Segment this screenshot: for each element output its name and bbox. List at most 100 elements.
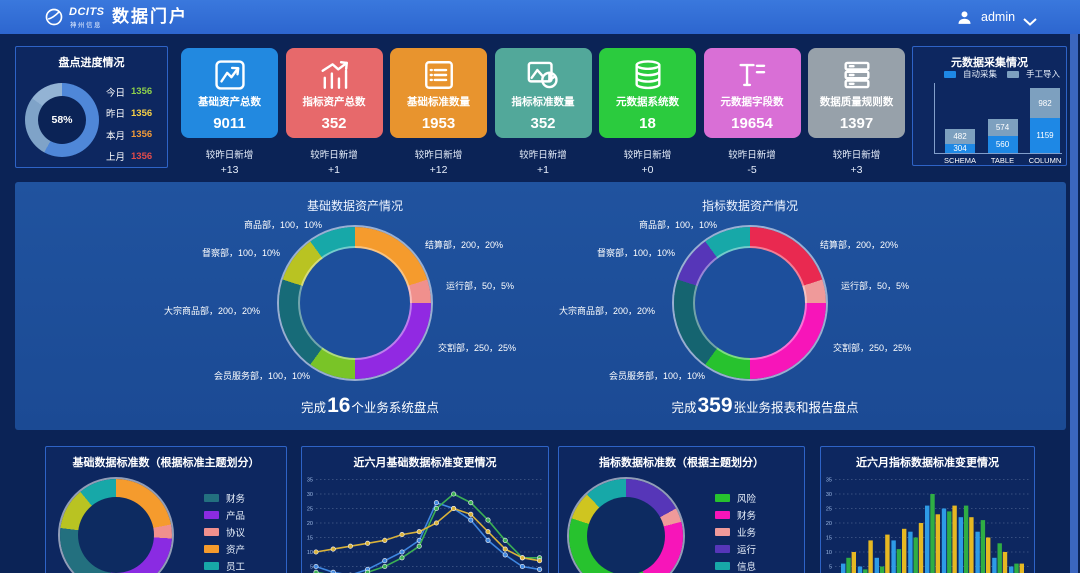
progress-legend-row: 今日 1356 (106, 81, 152, 103)
svg-text:35: 35 (826, 478, 832, 484)
donut-slice-label: 大宗商品部，200，20% (163, 306, 260, 316)
progress-legend-row: 上月 1356 (106, 146, 152, 168)
donut-slice-label: 督察部，100，10% (201, 248, 280, 258)
donut-slice-label: 商品部，100，10% (243, 220, 322, 230)
kpi-card[interactable]: 数据质量规则数 1397 (808, 48, 905, 138)
donut-slice-label: 运行部，50，5% (841, 281, 910, 291)
meta-legend-item[interactable]: 自动采集 (943, 69, 997, 79)
std-indicator-trend-title: 近六月指标数据标准变更情况 (856, 457, 999, 469)
std-base-panel: 基础数据标准数（根据标准主题划分） 财务 产品 协议 资产员工 (45, 446, 287, 573)
user-name: admin (981, 10, 1016, 24)
kpi-card-label: 数据质量规则数 (819, 96, 894, 108)
kpi-delta-value: -5 (747, 164, 757, 176)
legend-label: 财务 (226, 493, 246, 505)
page-scrollbar[interactable] (1070, 34, 1078, 573)
kpi-card-delta: 较昨日新增 +12 (390, 147, 487, 176)
kpi-delta-label: 较昨日新增 (414, 150, 463, 161)
legend-item[interactable]: 业务 (715, 523, 756, 540)
legend-item[interactable]: 信息 (715, 557, 756, 573)
kpi-delta-label: 较昨日新增 (205, 150, 254, 161)
base-assets-title: 基础数据资产情况 (306, 199, 403, 213)
svg-text:30: 30 (307, 492, 313, 498)
kpi-card[interactable]: 指标标准数量 352 (494, 48, 592, 138)
progress-panel: 盘点进度情况 58% 今日 1356 昨日 1356 本月 1356 上月 1356 (15, 46, 168, 168)
progress-legend-value: 1356 (131, 107, 153, 119)
progress-donut-chart[interactable]: 58% (25, 83, 99, 157)
legend-label: 自动采集 (962, 69, 997, 79)
kpi-card-label: 元数据字段数 (720, 96, 784, 108)
caption-prefix: 完成 (671, 401, 697, 415)
legend-label: 手工导入 (1025, 69, 1060, 79)
kpi-card-delta: 较昨日新增 +1 (495, 147, 592, 176)
meta-bar-auto-segment: 1159 (1030, 118, 1060, 153)
kpi-card-value: 9011 (213, 115, 246, 132)
svg-text:10: 10 (307, 550, 313, 556)
legend-item[interactable]: 产品 (204, 506, 245, 523)
meta-legend-item[interactable]: 手工导入 (1006, 69, 1060, 79)
meta-bar-manual-segment: 574 (987, 119, 1018, 136)
bar-chart-icon (317, 58, 351, 92)
meta-bar-auto-segment: 304 (945, 144, 975, 153)
kpi-card[interactable]: 基础资产总数 9011 (181, 48, 278, 138)
legend-swatch (715, 527, 730, 536)
kpi-card-value: 18 (639, 115, 656, 132)
svg-text:5: 5 (829, 565, 832, 571)
header: DCITS 神州信息 数据门户 admin (0, 0, 1080, 34)
legend-item[interactable]: 风险 (715, 489, 756, 506)
std-indicator-trend-bar-chart[interactable]: 5 10 15 20 25 30 35 (821, 447, 1035, 573)
progress-legend-row: 昨日 1356 (106, 103, 152, 125)
legend-label: 业务 (737, 527, 757, 539)
donut-slice-label: 交割部，250，25% (438, 343, 517, 353)
kpi-card-value: 1397 (839, 115, 874, 132)
std-indicator-donut-chart[interactable] (569, 479, 683, 573)
legend-item[interactable]: 财务 (715, 506, 756, 523)
donut-slice-label: 结算部，200，20% (425, 240, 504, 250)
progress-legend-value: 1356 (131, 129, 153, 141)
meta-y-axis (934, 83, 935, 153)
legend-label: 财务 (737, 510, 757, 522)
std-base-donut-chart[interactable] (60, 479, 172, 573)
logo-icon[interactable] (44, 7, 64, 27)
svg-text:15: 15 (826, 536, 832, 542)
donut-slice-label: 商品部，100，10% (638, 220, 717, 230)
svg-text:25: 25 (307, 507, 313, 513)
std-base-trend-panel: 近六月基础数据标准变更情况 5 10 15 20 25 30 35 (301, 446, 549, 573)
legend-label: 员工 (226, 561, 246, 573)
meta-bar-category: SCHEMA (943, 156, 977, 165)
std-indicator-legend: 风险财务业务 运行信息 (715, 489, 756, 573)
meta-bar: 482 304 (945, 129, 975, 153)
user-menu[interactable]: admin (956, 0, 1037, 34)
caption-number: 16 (327, 394, 351, 417)
legend-item[interactable]: 运行 (715, 540, 756, 557)
legend-item[interactable]: 资产 (204, 540, 245, 557)
kpi-card-value: 352 (321, 115, 347, 132)
meta-bar-auto-segment: 560 (987, 136, 1018, 153)
meta-x-axis (934, 153, 1062, 154)
base-assets-donut-chart[interactable] (279, 227, 431, 379)
kpi-card-label: 指标标准数量 (511, 96, 575, 108)
legend-swatch (943, 70, 956, 78)
kpi-card[interactable]: 基础标准数量 1953 (390, 48, 487, 138)
legend-swatch (204, 544, 219, 553)
legend-item[interactable]: 财务 (204, 489, 245, 506)
kpi-delta-value: +1 (328, 164, 340, 176)
indicator-assets-donut-chart[interactable] (674, 227, 826, 379)
progress-legend-row: 本月 1356 (106, 124, 152, 146)
legend-label: 信息 (737, 561, 757, 573)
base-assets-caption: 完成16个业务系统盘点 (205, 394, 535, 418)
kpi-card[interactable]: 元数据字段数 19654 (703, 48, 801, 138)
legend-swatch (204, 510, 219, 519)
logo-subtext: 神州信息 (70, 22, 102, 29)
legend-item[interactable]: 协议 (204, 523, 245, 540)
legend-item[interactable]: 员工 (204, 557, 245, 573)
svg-text:35: 35 (307, 478, 313, 484)
meta-collect-panel: 元数据采集情况 自动采集 手工导入 482 304 SCHEMA 574 560 TAB… (912, 46, 1067, 166)
kpi-card[interactable]: 指标资产总数 352 (285, 48, 383, 138)
progress-donut-center: 58% (38, 96, 86, 144)
std-base-title: 基础数据标准数（根据标准主题划分） (72, 457, 260, 469)
kpi-card[interactable]: 元数据系统数 18 (599, 48, 696, 138)
std-base-donut-hole (78, 497, 154, 573)
logo-text: DCITS (69, 6, 105, 18)
std-base-trend-line-chart[interactable]: 5 10 15 20 25 30 35 (302, 447, 549, 573)
